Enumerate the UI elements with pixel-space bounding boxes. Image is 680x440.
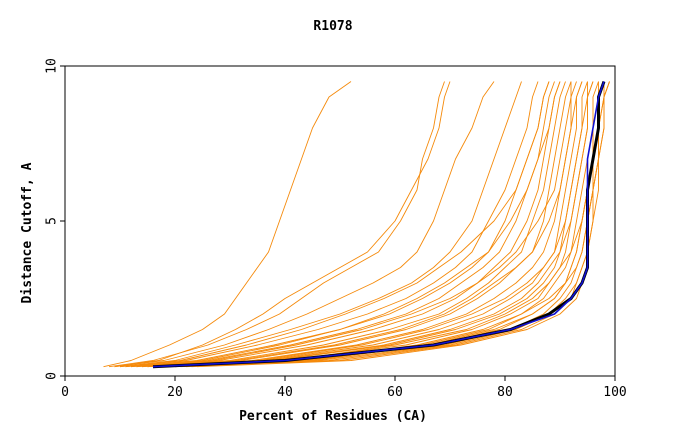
x-axis-label: Percent of Residues (CA) [239,409,427,424]
model-curve-22 [125,81,550,368]
model-curve-9 [141,81,566,368]
model-curve-3 [114,81,495,368]
highlight-curve-blue [152,81,605,368]
x-tick-label-60: 60 [387,385,403,400]
model-curve-19 [191,81,610,368]
model-curve-29 [158,81,594,368]
model-curve-23 [136,81,572,368]
x-tick-label-0: 0 [61,385,69,400]
model-curve-1 [103,81,352,368]
model-curve-4 [119,81,522,368]
model-curve-2 [108,81,445,368]
y-tick-label-0: 0 [45,372,60,380]
model-curve-12 [152,81,583,368]
model-curve-5 [119,81,539,368]
model-curve-27 [141,81,583,368]
model-curve-21 [114,81,451,368]
model-curve-8 [136,81,561,368]
model-curve-24 [152,81,588,368]
series-layer [103,80,610,369]
y-tick-label-10: 10 [45,58,60,74]
y-tick-label-5: 5 [45,217,60,225]
model-curve-26 [163,81,599,368]
y-axis-label: Distance Cutoff, A [20,162,35,303]
tick-layer: 0 20 40 60 80 100 0 5 10 [45,58,627,400]
model-curve-7 [130,81,555,368]
x-tick-label-80: 80 [497,385,513,400]
chart-title: R1078 [313,19,352,34]
x-tick-label-20: 20 [167,385,183,400]
x-tick-label-100: 100 [603,385,626,400]
model-curve-28 [130,81,561,368]
x-tick-label-40: 40 [277,385,293,400]
